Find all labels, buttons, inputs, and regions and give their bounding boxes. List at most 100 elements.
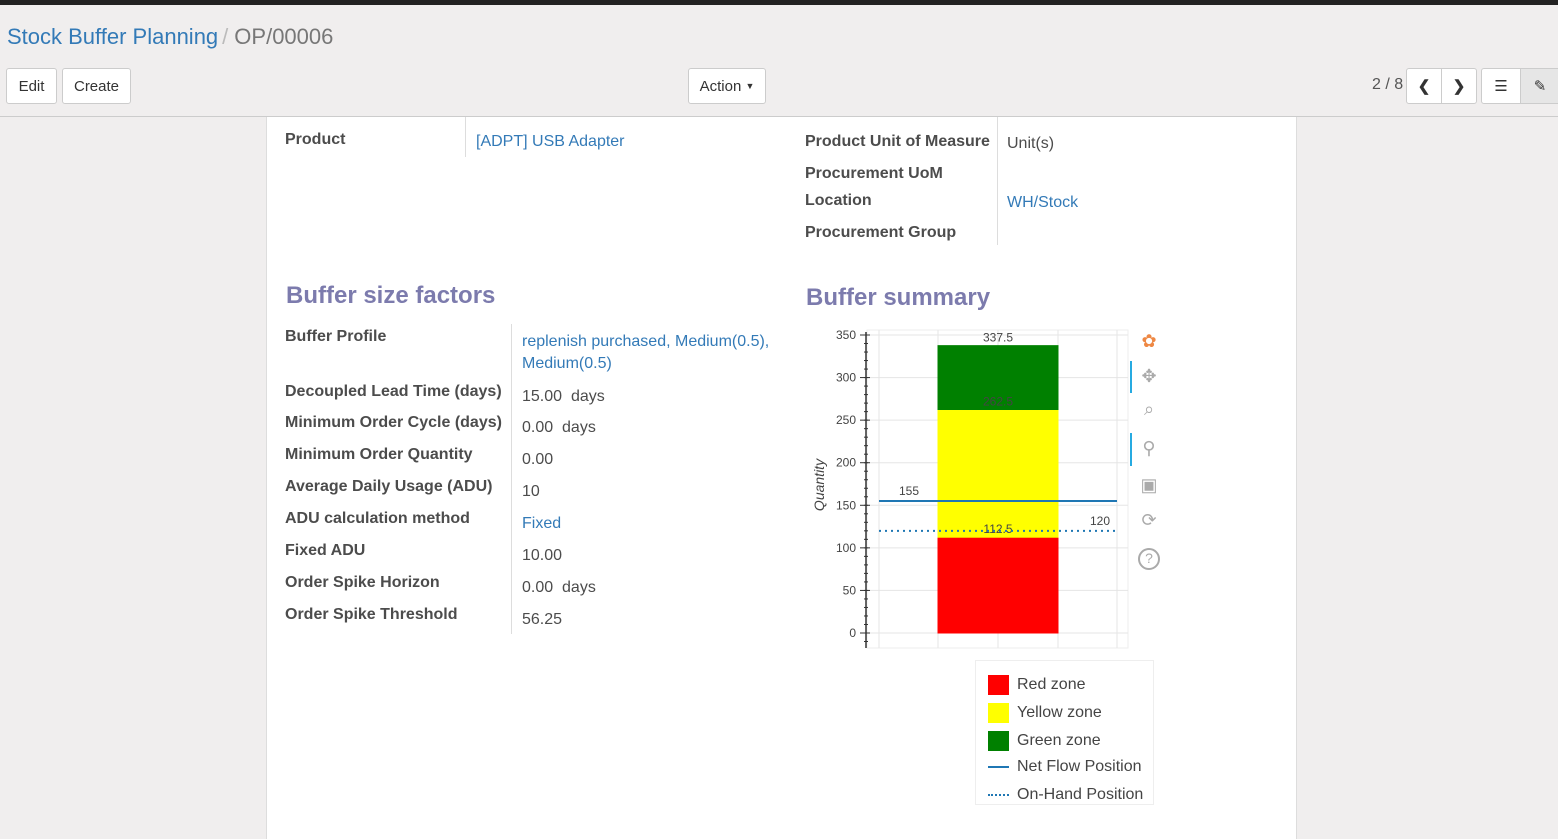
chart-legend: Red zone Yellow zone Green zone Net Flow Po…	[975, 660, 1154, 805]
legend-line-swatch	[988, 794, 1009, 796]
bar-red-zone	[937, 536, 1059, 634]
legend-label: Green zone	[1017, 732, 1101, 749]
legend-item[interactable]: Net Flow Position	[988, 757, 1142, 777]
top-bar	[0, 0, 1558, 5]
uom-label: Product Unit of Measure	[805, 133, 990, 150]
previous-record-button[interactable]: ❮	[1406, 68, 1442, 104]
factor-label: Decoupled Lead Time (days)	[285, 383, 502, 400]
buffer-chart: 0 50 100 150 200 250 300 350 Quantity 112.5 262.5 3…	[811, 328, 1129, 649]
location-label: Location	[805, 192, 872, 209]
action-dropdown[interactable]: Action ▼	[688, 68, 766, 104]
buffer-summary-title: Buffer summary	[806, 284, 991, 311]
factor-value: 10.00	[522, 545, 782, 567]
procurement-group-label: Procurement Group	[805, 224, 957, 241]
factor-value: 0.00	[522, 449, 782, 471]
legend-item[interactable]: Green zone	[988, 731, 1101, 751]
legend-label: On-Hand Position	[1017, 786, 1144, 803]
procurement-uom-label: Procurement UoM	[805, 165, 943, 182]
edit-icon: ✎	[1533, 78, 1547, 95]
factor-unit: days	[562, 419, 596, 436]
chevron-right-icon: ❯	[1452, 78, 1466, 95]
product-label: Product	[285, 131, 346, 148]
breadcrumb: Stock Buffer Planning / OP/00006	[7, 24, 334, 49]
legend-label: Red zone	[1017, 676, 1086, 693]
line-label: 155	[899, 484, 919, 498]
breadcrumb-parent[interactable]: Stock Buffer Planning	[7, 24, 219, 49]
reset-icon[interactable]: ⟳	[1141, 510, 1157, 530]
list-view-button[interactable]: ☰	[1481, 68, 1521, 104]
factor-value-text: 0.00	[522, 419, 554, 436]
create-label: Create	[73, 77, 120, 95]
control-panel: Stock Buffer Planning / OP/00006 Edit Crea…	[0, 5, 1558, 117]
factor-label: Buffer Profile	[285, 328, 387, 345]
factor-label: Minimum Order Quantity	[285, 446, 473, 463]
legend-item[interactable]: On-Hand Position	[988, 785, 1143, 805]
line-label: 120	[1090, 514, 1110, 528]
factor-label: Minimum Order Cycle (days)	[285, 414, 502, 431]
legend-label: Yellow zone	[1017, 704, 1102, 721]
y-tick-label: 300	[836, 371, 856, 385]
save-icon[interactable]: ▣	[1140, 475, 1158, 495]
box-zoom-icon[interactable]: ⌕	[1143, 399, 1155, 419]
uom-value: Unit(s)	[1007, 135, 1055, 152]
factor-value-text: 0.00	[522, 579, 554, 596]
factor-value-text: 56.25	[522, 611, 563, 628]
factor-value-text: 15.00	[522, 388, 563, 405]
divider	[465, 117, 466, 157]
y-tick-label: 100	[836, 541, 856, 555]
factor-value[interactable]: Fixed	[522, 513, 782, 535]
legend-swatch	[988, 675, 1009, 695]
factor-value-text: 0.00	[522, 451, 554, 468]
pan-icon[interactable]: ✥	[1141, 366, 1157, 386]
create-button[interactable]: Create	[62, 68, 131, 104]
factor-value-text: replenish purchased, Medium(0.5), Medium…	[522, 333, 770, 372]
legend-label: Net Flow Position	[1017, 758, 1142, 775]
factor-value: 10	[522, 481, 782, 503]
y-tick-label: 250	[836, 413, 856, 427]
buffer-size-factors-title: Buffer size factors	[286, 282, 496, 309]
factor-unit: days	[570, 388, 605, 405]
form-view-button[interactable]: ✎	[1520, 68, 1558, 104]
y-tick-label: 50	[843, 583, 857, 597]
next-record-button[interactable]: ❯	[1441, 68, 1477, 104]
legend-swatch	[988, 731, 1009, 751]
product-link[interactable]: [ADPT] USB Adapter	[476, 133, 625, 150]
factor-value: 56.25	[522, 609, 782, 631]
zone-label: 112.5	[983, 522, 1012, 536]
factor-label: Order Spike Horizon	[285, 574, 440, 591]
edit-button[interactable]: Edit	[6, 68, 57, 104]
factor-label: Average Daily Usage (ADU)	[285, 478, 493, 495]
zone-label: 262.5	[983, 395, 1013, 409]
factor-label: ADU calculation method	[285, 510, 470, 527]
factor-value: 0.00 days	[522, 417, 782, 439]
y-tick-label: 200	[836, 456, 856, 470]
action-label: Action	[699, 77, 742, 95]
bar-yellow-zone	[937, 409, 1059, 538]
list-icon: ☰	[1494, 78, 1508, 95]
zone-label: 337.5	[983, 331, 1013, 345]
y-axis-label: Quantity	[811, 458, 827, 511]
factor-value-text: 10.00	[522, 547, 563, 564]
y-tick-label: 0	[849, 626, 856, 640]
factor-label: Fixed ADU	[285, 542, 366, 559]
legend-item[interactable]: Yellow zone	[988, 703, 1102, 723]
active-tool-indicator	[1130, 361, 1132, 393]
active-tool-indicator	[1130, 433, 1132, 466]
factor-value[interactable]: replenish purchased, Medium(0.5), Medium…	[522, 331, 782, 375]
wheel-zoom-icon[interactable]: ⚲	[1142, 438, 1156, 458]
divider	[997, 117, 998, 245]
pager-value: 2 / 8	[1372, 76, 1404, 93]
y-tick-label: 150	[836, 498, 856, 512]
factor-value-text: Fixed	[522, 515, 562, 532]
legend-item[interactable]: Red zone	[988, 675, 1086, 695]
help-icon[interactable]: ?	[1138, 548, 1160, 570]
y-tick-label: 350	[836, 328, 856, 342]
chevron-left-icon: ❮	[1417, 78, 1431, 95]
bokeh-logo-icon: ✿	[1141, 331, 1157, 351]
legend-line-swatch	[988, 766, 1009, 768]
location-link[interactable]: WH/Stock	[1007, 194, 1079, 211]
factor-value-text: 10	[522, 483, 540, 500]
factor-value: 0.00 days	[522, 577, 782, 599]
divider	[511, 324, 512, 634]
breadcrumb-current: OP/00006	[234, 24, 334, 49]
